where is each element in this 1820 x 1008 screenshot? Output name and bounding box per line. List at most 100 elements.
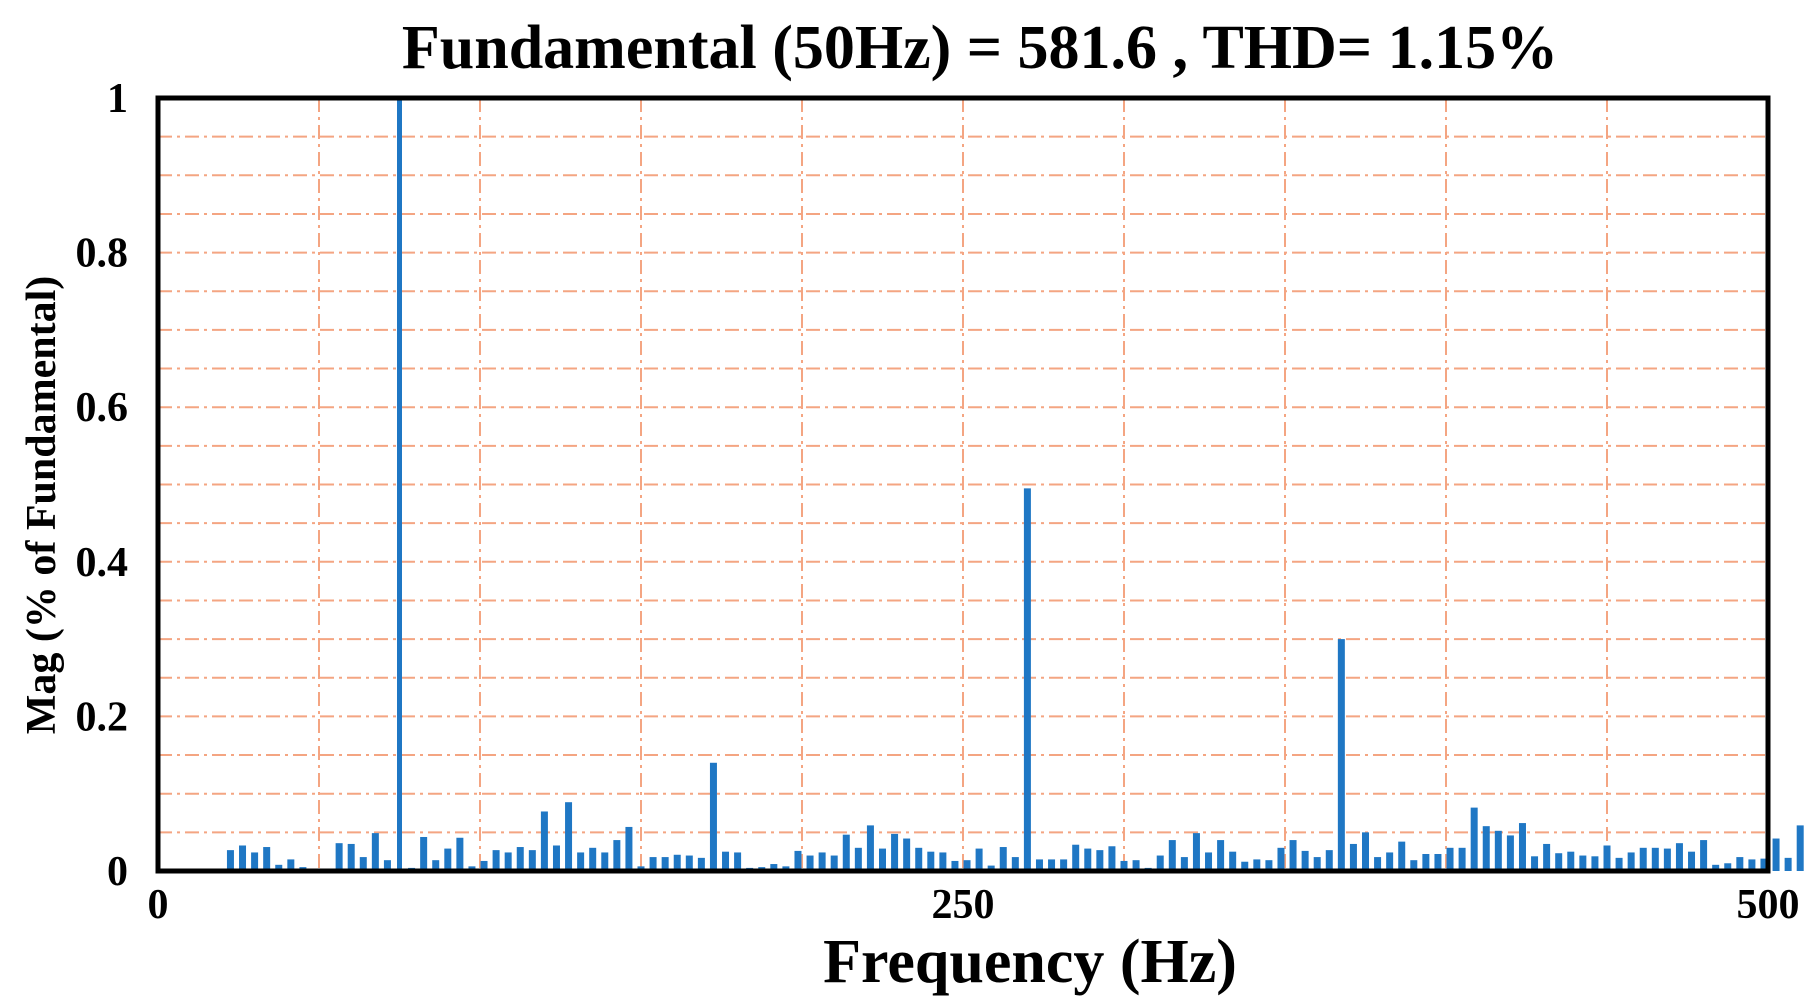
spectrum-bar [1084,848,1092,871]
spectrum-bar [1494,830,1502,871]
spectrum-bar [601,852,609,871]
spectrum-bar [891,833,899,871]
spectrum-bar [1072,844,1080,871]
spectrum-bar [1724,863,1732,871]
spectrum-bar [1241,861,1249,871]
spectrum-bar [734,852,742,871]
spectrum-bar [1229,851,1237,871]
spectrum-bar [516,847,524,871]
spectrum-bar [1374,857,1382,871]
spectrum-bar [359,857,367,871]
spectrum-bar [1688,851,1696,871]
spectrum-bar [444,848,452,871]
spectrum-bar [1518,823,1526,871]
spectrum-bar [1615,857,1623,871]
spectrum-bar [1011,857,1019,871]
y-axis-label: Mag (% of Fundamental) [19,276,65,734]
spectrum-bar [939,852,947,871]
spectrum-bar [1120,860,1128,871]
spectrum-bar [1277,847,1285,871]
spectrum-bar [504,852,512,871]
spectrum-bar [722,851,730,871]
spectrum-bar [963,860,971,871]
spectrum-bar [1386,852,1394,871]
spectrum-bar [999,847,1007,871]
spectrum-bar [818,852,826,871]
spectrum-bar [420,836,428,871]
y-tick-label: 0.6 [76,385,129,431]
spectrum-bar [528,850,536,871]
spectrum-bar [1482,826,1490,871]
spectrum-bar [287,859,295,871]
spectrum-bar [1639,847,1647,871]
spectrum-bar [1265,860,1273,871]
spectrum-bar [1422,853,1430,871]
spectrum-bar [915,847,923,871]
spectrum-bar [1567,851,1575,871]
spectrum-bar [456,837,464,871]
spectrum-bar [1362,832,1369,871]
chart-title: Fundamental (50Hz) = 581.6 , THD= 1.15% [402,14,1558,82]
spectrum-bar [335,843,343,871]
spectrum-bar [1289,840,1297,871]
spectrum-bar [1712,864,1720,871]
spectrum-bar [1736,857,1744,871]
spectrum-bar [1748,859,1756,871]
spectrum-bar [1337,639,1345,871]
spectrum-bar [1543,843,1551,871]
spectrum-bar [1035,859,1043,871]
spectrum-bar [794,850,802,871]
x-tick-label: 250 [932,882,995,928]
spectrum-bar [613,840,621,871]
plot-frame [155,95,1771,874]
spectrum-bar [1180,857,1188,871]
spectrum-bar [806,855,814,871]
spectrum-bar [1398,841,1406,871]
spectrum-bar [1591,856,1599,871]
spectrum-bar [1796,825,1804,871]
x-axis-label: Frequency (Hz) [823,928,1237,996]
spectrum-bar [1349,843,1357,871]
tick-labels: 0 0.2 0.4 0.6 0.8 1 0 250 500 [76,76,1800,928]
spectrum-bar [1192,833,1200,871]
y-tick-label: 0.4 [76,540,129,586]
spectrum-bar [1132,860,1140,871]
y-tick-label: 0 [107,849,128,895]
spectrum-bar [661,857,669,871]
spectrum-bar [263,847,271,871]
spectrum-bar [1531,856,1539,871]
spectrum-bar [1651,847,1659,871]
spectrum-bar [697,857,705,871]
spectrum-bar [709,762,717,871]
spectrum-bar [1060,859,1068,871]
spectrum-bar [1627,852,1635,871]
spectrum-bar [239,845,247,871]
x-tick-label: 0 [148,882,169,928]
spectrum-bar [1108,846,1116,871]
spectrum-bar [1760,858,1768,871]
y-tick-label: 0.8 [76,231,129,277]
spectrum-bar [1700,840,1708,871]
spectrum-bar [673,854,681,871]
spectrum-bar [1772,838,1780,871]
spectrum-bar [903,838,911,871]
spectrum-bar [685,855,693,871]
spectrum-bar [492,850,500,871]
spectrum-bar [1168,840,1176,871]
spectrum-bar [1579,855,1587,871]
spectrum-bar [347,843,355,871]
spectrum-bar [1663,848,1671,871]
spectrum-bar [1325,850,1333,871]
spectrum-bar [854,847,862,871]
spectrum-bar [1458,847,1466,871]
spectrum-bar [1446,847,1454,871]
spectrum-bar [770,864,778,871]
spectrum-bar [1205,852,1213,871]
spectrum-bar [879,848,886,871]
spectrum-bar [432,860,440,871]
spectrum-bar [480,860,488,871]
spectrum-bar [577,852,585,871]
spectrum-bar [1675,843,1683,871]
spectrum-bar [275,864,283,871]
